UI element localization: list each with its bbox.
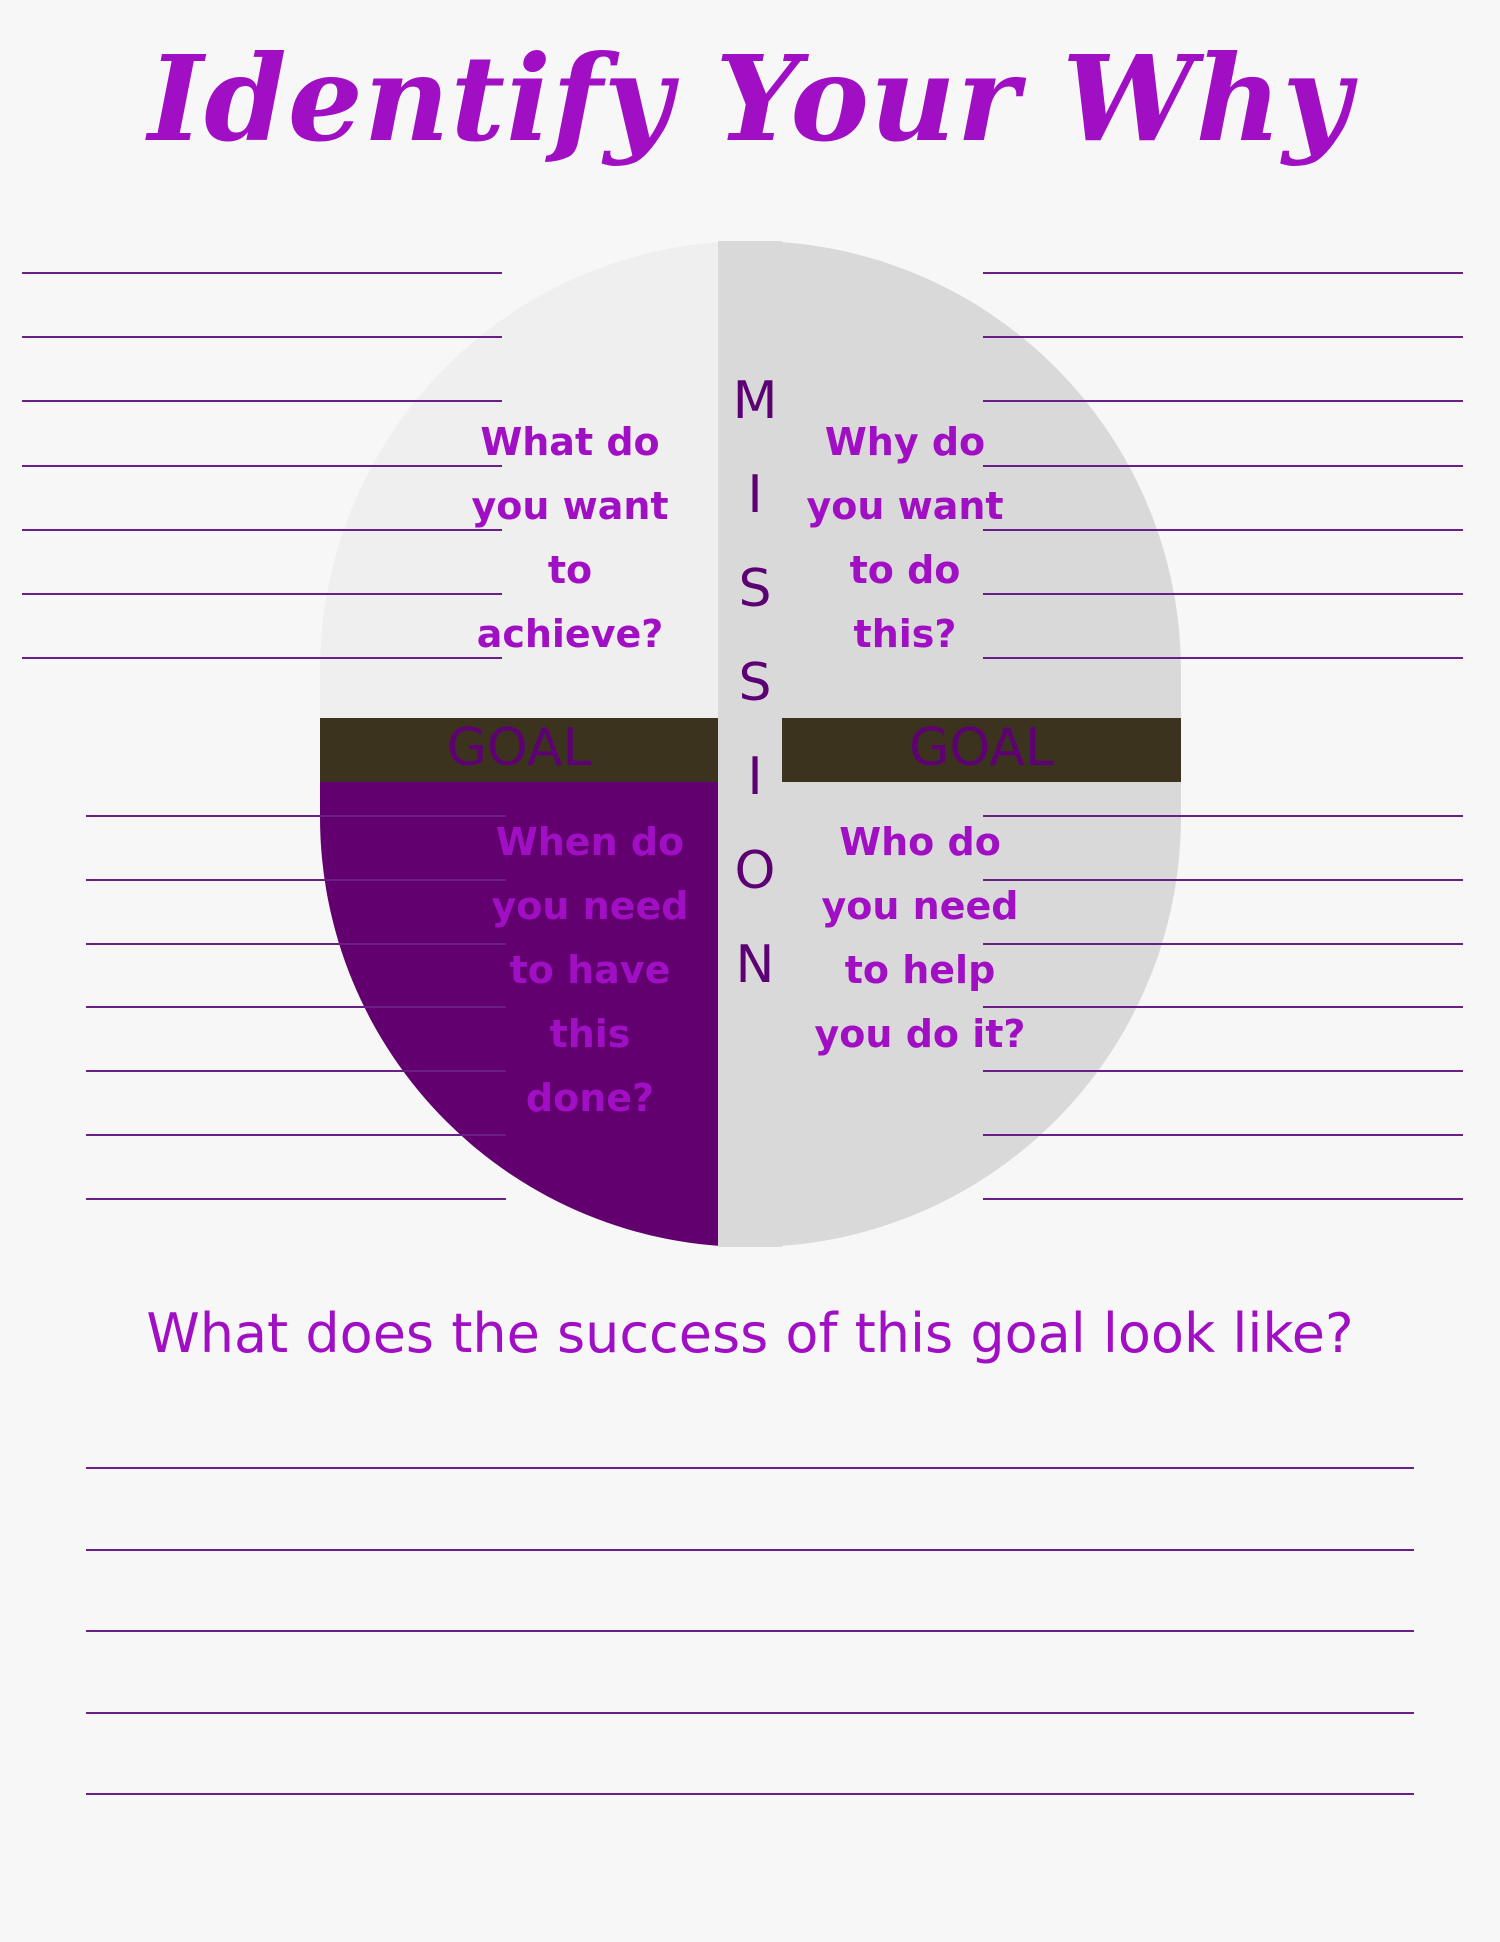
question-line: you need xyxy=(821,884,1019,928)
write-line-top-left[interactable] xyxy=(22,528,502,531)
write-line-success[interactable] xyxy=(86,1548,1414,1551)
question-line: this? xyxy=(853,612,957,656)
question-line: to help xyxy=(844,948,996,992)
question-line: achieve? xyxy=(476,612,664,656)
page-title: Identify Your Why xyxy=(148,29,1352,168)
mission-letter: S xyxy=(738,653,772,713)
write-line-bottom-left[interactable] xyxy=(86,1134,506,1136)
quadrant-bottom-left xyxy=(320,782,718,1246)
mission-letter: S xyxy=(738,559,772,619)
write-line-success[interactable] xyxy=(86,1711,1414,1714)
write-line-success[interactable] xyxy=(86,1793,1414,1795)
question-line: When do xyxy=(495,820,685,864)
question-line: Who do xyxy=(839,820,1001,864)
question-line: to do xyxy=(849,548,961,592)
write-line-top-left[interactable] xyxy=(22,400,502,403)
write-line-bottom-left[interactable] xyxy=(86,942,506,945)
write-line-top-left[interactable] xyxy=(22,657,502,660)
write-line-top-right[interactable] xyxy=(983,400,1463,403)
question-line: you want xyxy=(806,484,1004,528)
goal-bar-left xyxy=(320,718,718,782)
quadrant-bottom-right xyxy=(718,782,1181,1247)
question-line: Why do xyxy=(824,420,986,464)
question-why: Why do you want to do this? xyxy=(775,410,1035,666)
write-line-bottom-left[interactable] xyxy=(86,1006,506,1009)
goal-label-right: GOAL xyxy=(909,718,1054,778)
question-when: When do you need to have this done? xyxy=(460,810,720,1130)
mission-letter: N xyxy=(735,935,775,995)
mission-letter: M xyxy=(732,371,778,431)
mission-letter: O xyxy=(734,841,776,901)
question-line: to xyxy=(547,548,593,592)
mission-letter: I xyxy=(747,747,763,807)
question-line: you want xyxy=(471,484,669,528)
question-line: done? xyxy=(525,1076,655,1120)
mission-strip xyxy=(718,241,782,1247)
write-line-bottom-right[interactable] xyxy=(983,1197,1463,1200)
write-line-top-left[interactable] xyxy=(22,336,502,339)
write-line-success[interactable] xyxy=(86,1467,1414,1469)
quadrant-top-right xyxy=(718,241,1181,718)
write-line-bottom-right[interactable] xyxy=(983,1006,1463,1009)
write-line-top-right[interactable] xyxy=(983,464,1463,467)
write-line-bottom-right[interactable] xyxy=(983,878,1463,881)
write-line-top-right[interactable] xyxy=(983,657,1463,660)
question-who: Who do you need to help you do it? xyxy=(790,810,1050,1066)
write-line-bottom-left[interactable] xyxy=(86,1070,506,1073)
write-line-top-left[interactable] xyxy=(22,464,502,467)
write-line-bottom-left[interactable] xyxy=(86,815,506,817)
write-line-bottom-left[interactable] xyxy=(86,878,506,881)
write-line-bottom-left[interactable] xyxy=(86,1197,506,1200)
goal-label-left: GOAL xyxy=(446,718,592,778)
write-line-success[interactable] xyxy=(86,1630,1414,1632)
success-question: What does the success of this goal look … xyxy=(146,1302,1354,1365)
question-line: you need xyxy=(491,884,689,928)
write-line-top-right[interactable] xyxy=(983,336,1463,339)
write-line-bottom-right[interactable] xyxy=(983,1070,1463,1073)
write-line-top-right[interactable] xyxy=(983,593,1463,595)
question-line: this xyxy=(549,1012,631,1056)
question-line: What do xyxy=(480,420,660,464)
write-line-top-left[interactable] xyxy=(22,593,502,595)
question-line: to have xyxy=(509,948,671,992)
write-line-top-left[interactable] xyxy=(22,272,502,274)
write-line-top-right[interactable] xyxy=(983,528,1463,531)
quadrant-top-left xyxy=(320,242,718,718)
mission-letter: I xyxy=(747,465,763,525)
question-what: What do you want to achieve? xyxy=(440,410,700,666)
mission-word: M I S S I O N xyxy=(715,354,795,1012)
write-line-bottom-right[interactable] xyxy=(983,1134,1463,1136)
question-line: you do it? xyxy=(814,1012,1026,1056)
write-line-bottom-right[interactable] xyxy=(983,815,1463,817)
goal-bar-right xyxy=(782,718,1181,782)
write-line-top-right[interactable] xyxy=(983,272,1463,274)
write-line-bottom-right[interactable] xyxy=(983,942,1463,945)
